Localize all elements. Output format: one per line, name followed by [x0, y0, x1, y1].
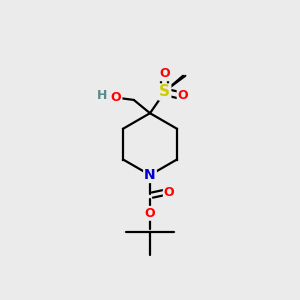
Text: H: H	[97, 89, 107, 102]
Text: O: O	[159, 67, 170, 80]
Text: O: O	[145, 207, 155, 220]
Text: O: O	[178, 89, 188, 102]
Text: O: O	[164, 186, 175, 199]
Text: S: S	[159, 85, 170, 100]
Text: O: O	[111, 91, 122, 104]
Text: N: N	[144, 168, 156, 182]
